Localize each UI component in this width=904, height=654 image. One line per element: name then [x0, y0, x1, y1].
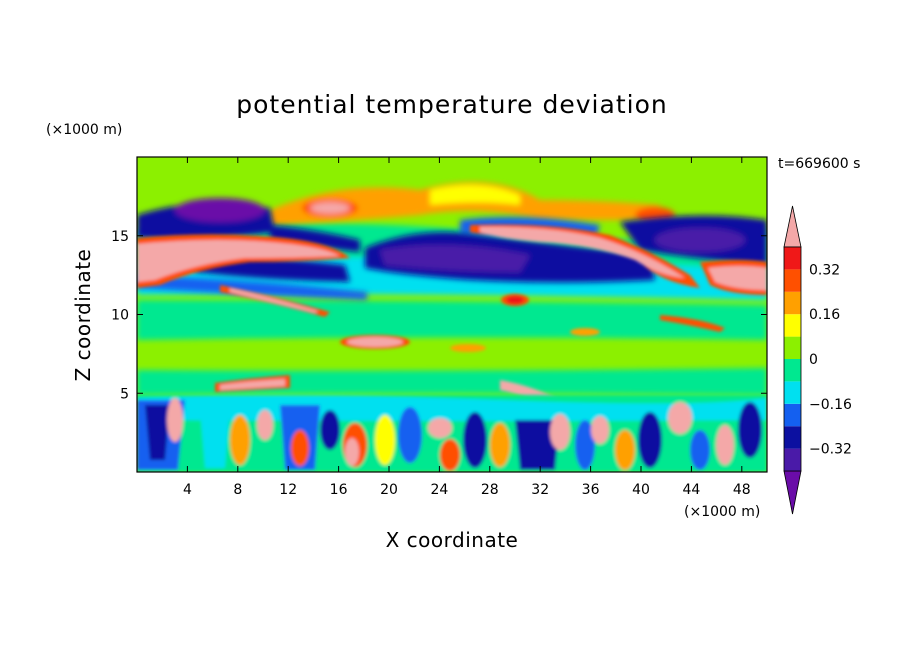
colorbar-tick-label: 0.16	[809, 307, 840, 323]
colorbar-band	[784, 426, 801, 449]
colorbar-band	[784, 403, 801, 427]
colorbar-band	[784, 269, 801, 292]
colorbar-band	[784, 291, 801, 315]
x-axis-title: X coordinate	[386, 528, 519, 552]
colorbar-bottom-extension	[783, 470, 802, 515]
colorbar-band	[784, 314, 801, 337]
colorbar-tick-label: 0	[809, 352, 818, 368]
x-tick-label: 40	[632, 482, 650, 498]
y-axis-unit: (×1000 m)	[46, 122, 122, 138]
colorbar-top-extension	[783, 205, 802, 248]
x-tick-label: 28	[481, 482, 499, 498]
y-axis-title: Z coordinate	[71, 249, 95, 382]
colorbar: 0.32 0.16 0 −0.16 −0.32	[783, 205, 852, 515]
x-tick-label: 16	[330, 482, 348, 498]
colorbar-tick-label: 0.32	[809, 262, 840, 278]
x-tick-label: 8	[233, 482, 242, 498]
x-axis-unit: (×1000 m)	[684, 504, 760, 520]
colorbar-band	[784, 448, 801, 471]
colorbar-band	[784, 359, 801, 382]
plot-field	[137, 157, 767, 472]
x-tick-label: 48	[733, 482, 751, 498]
colorbar-band	[784, 381, 801, 404]
y-axis-ticks: 5 10 15	[111, 229, 767, 402]
y-tick-label: 5	[120, 386, 129, 402]
colorbar-band	[784, 247, 801, 270]
x-tick-label: 4	[183, 482, 192, 498]
x-tick-label: 20	[380, 482, 398, 498]
time-label: t=669600 s	[778, 156, 860, 172]
colorbar-band	[784, 336, 801, 359]
colorbar-tick-label: −0.16	[809, 397, 852, 413]
y-tick-label: 15	[111, 229, 129, 245]
x-tick-label: 44	[682, 482, 700, 498]
colorbar-frame	[783, 246, 802, 472]
x-tick-label: 24	[430, 482, 448, 498]
chart-title: potential temperature deviation	[236, 90, 667, 119]
y-tick-label: 10	[111, 308, 129, 324]
x-tick-label: 36	[582, 482, 600, 498]
colorbar-tick-label: −0.32	[809, 442, 852, 458]
x-tick-label: 32	[531, 482, 549, 498]
x-tick-label: 12	[279, 482, 297, 498]
x-axis-ticks: 4 8 12 16 20 24 28 32 36 40 44 48	[183, 157, 751, 498]
